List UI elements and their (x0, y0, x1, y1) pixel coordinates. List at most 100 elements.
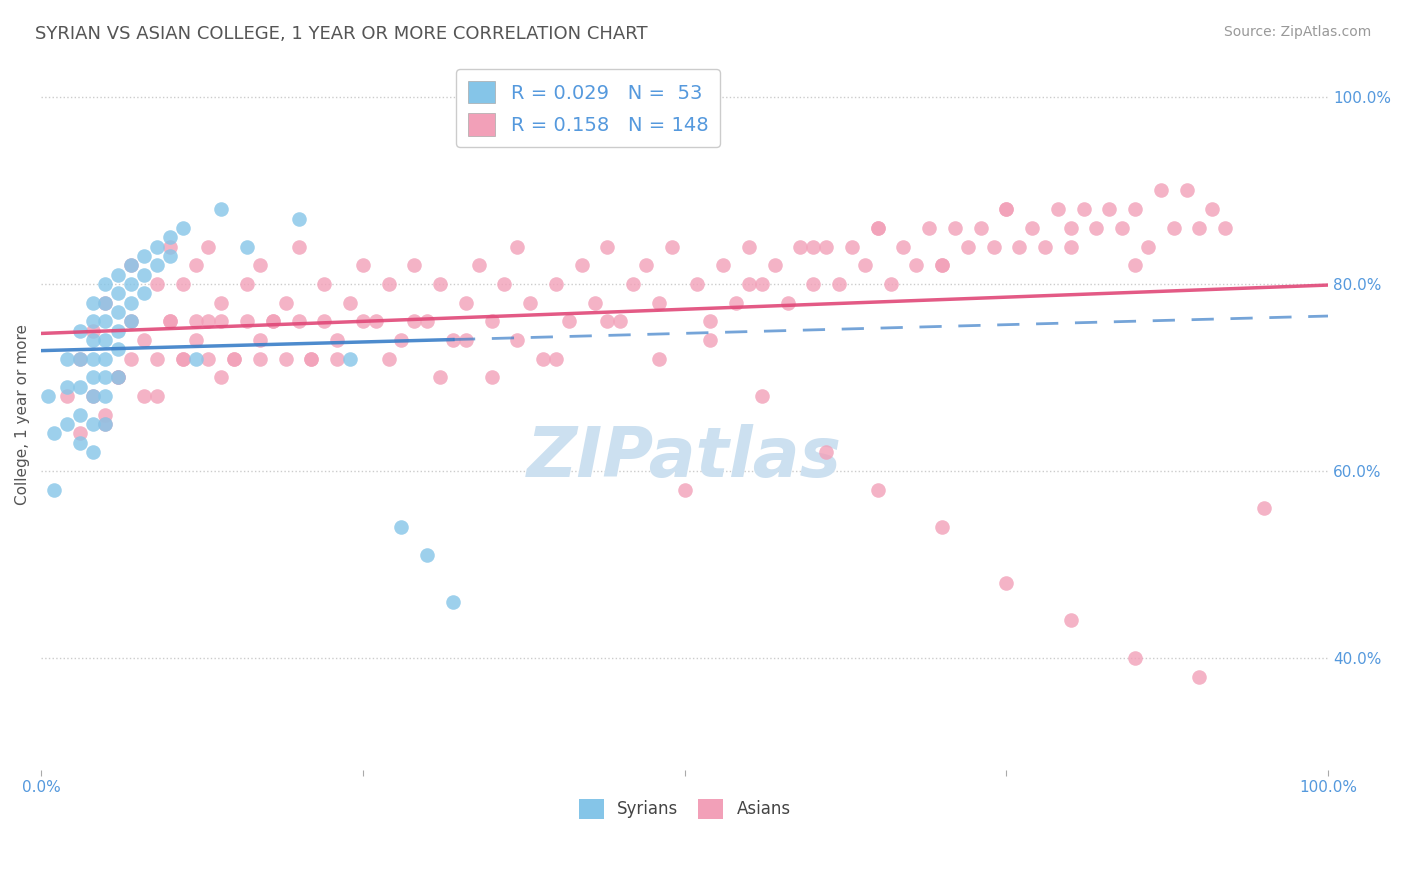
Point (339, 295, 361, 310)
Point (120, 295, 142, 310)
Point (82, 417, 104, 432)
Point (544, 277, 567, 291)
Point (481, 370, 503, 384)
Point (120, 258, 142, 272)
Point (1188, 220, 1211, 235)
Point (236, 277, 259, 291)
Point (94, 370, 117, 384)
Point (416, 314, 439, 328)
Point (943, 220, 966, 235)
Point (56, 389, 79, 403)
Point (1150, 184, 1173, 198)
Point (224, 351, 246, 366)
Point (209, 370, 232, 384)
Point (197, 314, 219, 328)
Text: ZIPatlas: ZIPatlas (527, 424, 842, 491)
Point (236, 239, 259, 253)
Point (94, 314, 117, 328)
Point (94, 277, 117, 291)
Point (69, 380, 91, 394)
Point (1136, 239, 1159, 253)
Point (801, 239, 824, 253)
Point (94, 408, 117, 422)
Point (1123, 650, 1146, 665)
Point (82, 295, 104, 310)
Point (37, 389, 59, 403)
Point (184, 351, 207, 366)
Point (120, 277, 142, 291)
Point (159, 314, 181, 328)
Point (506, 239, 529, 253)
Point (172, 220, 194, 235)
Point (146, 258, 169, 272)
Point (995, 202, 1018, 216)
Point (172, 277, 194, 291)
Point (274, 295, 297, 310)
Point (519, 295, 541, 310)
Point (69, 351, 91, 366)
Point (673, 483, 696, 497)
Point (107, 370, 129, 384)
Point (249, 258, 271, 272)
Point (1163, 220, 1185, 235)
Point (249, 351, 271, 366)
Point (69, 426, 91, 441)
Point (583, 295, 606, 310)
Y-axis label: College, 1 year or more: College, 1 year or more (15, 325, 30, 505)
Point (236, 314, 259, 328)
Point (391, 520, 413, 534)
Point (56, 351, 79, 366)
Point (763, 258, 786, 272)
Point (197, 239, 219, 253)
Point (224, 351, 246, 366)
Point (391, 333, 413, 347)
Point (56, 417, 79, 432)
Point (441, 595, 464, 609)
Point (287, 314, 309, 328)
Point (82, 370, 104, 384)
Point (69, 351, 91, 366)
Point (107, 268, 129, 282)
Point (1085, 220, 1108, 235)
Point (120, 314, 142, 328)
Point (866, 483, 889, 497)
Point (69, 408, 91, 422)
Point (209, 314, 232, 328)
Point (1213, 220, 1236, 235)
Point (184, 314, 207, 328)
Point (94, 389, 117, 403)
Point (1060, 614, 1083, 628)
Point (120, 314, 142, 328)
Point (931, 258, 953, 272)
Point (146, 389, 169, 403)
Point (314, 314, 336, 328)
Point (648, 351, 671, 366)
Point (209, 202, 232, 216)
Point (314, 277, 336, 291)
Point (1111, 220, 1133, 235)
Point (326, 351, 349, 366)
Point (429, 370, 451, 384)
Point (815, 445, 838, 459)
Point (377, 351, 399, 366)
Point (725, 295, 748, 310)
Point (467, 258, 489, 272)
Point (699, 333, 721, 347)
Point (558, 314, 581, 328)
Point (853, 258, 876, 272)
Point (107, 305, 129, 319)
Text: SYRIAN VS ASIAN COLLEGE, 1 YEAR OR MORE CORRELATION CHART: SYRIAN VS ASIAN COLLEGE, 1 YEAR OR MORE … (35, 25, 648, 43)
Point (995, 576, 1018, 591)
Point (776, 295, 799, 310)
Point (918, 220, 941, 235)
Point (172, 351, 194, 366)
Point (146, 277, 169, 291)
Point (82, 389, 104, 403)
Point (1060, 220, 1083, 235)
Point (1033, 239, 1056, 253)
Point (596, 314, 619, 328)
Point (751, 389, 773, 403)
Point (738, 277, 761, 291)
Point (82, 314, 104, 328)
Point (866, 220, 889, 235)
